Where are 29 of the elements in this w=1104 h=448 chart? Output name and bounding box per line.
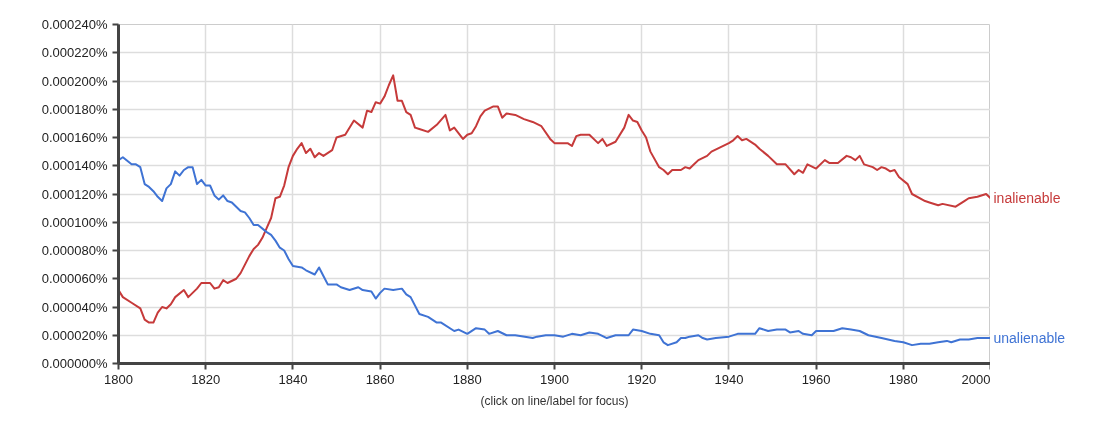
x-tick-label: 1860 [365,371,395,387]
x-tick-label: 1840 [278,371,308,387]
x-tick-label: 1960 [801,371,831,387]
y-tick-label: 0.000200% [41,73,108,89]
x-tick-label: 1900 [540,371,569,387]
y-tick-label: 0.000240% [41,17,108,32]
y-tick-label: 0.000120% [41,186,108,202]
y-tick-label: 0.000060% [41,271,108,287]
x-tick-label: 1980 [888,371,918,387]
text: (click on line/label for focus) [480,393,629,408]
series-label: inalienable [993,190,1061,207]
series-label: unalienable [993,330,1066,347]
y-tick-label: 0.000220% [41,45,108,61]
y-tick-label: 0.000100% [41,214,108,230]
y-tick-label: 0.000160% [41,130,108,145]
y-tick-label: 0.000140% [41,158,108,174]
y-tick-label: 0.000000% [41,356,108,371]
x-tick-label: 1880 [452,371,482,387]
y-tick-label: 0.000180% [41,101,108,117]
y-tick-label: 0.000020% [41,327,108,343]
x-tick-label: 1920 [627,371,657,387]
line-series [118,74,990,324]
x-tick-label: 2000 [961,371,991,387]
y-tick-label: 0.000080% [41,243,108,258]
y-tick-label: 0.000040% [41,299,108,315]
x-tick-label: 1800 [104,371,133,387]
x-tick-label: 1820 [191,371,221,387]
x-tick-label: 1940 [714,371,744,387]
line-series [118,156,990,347]
